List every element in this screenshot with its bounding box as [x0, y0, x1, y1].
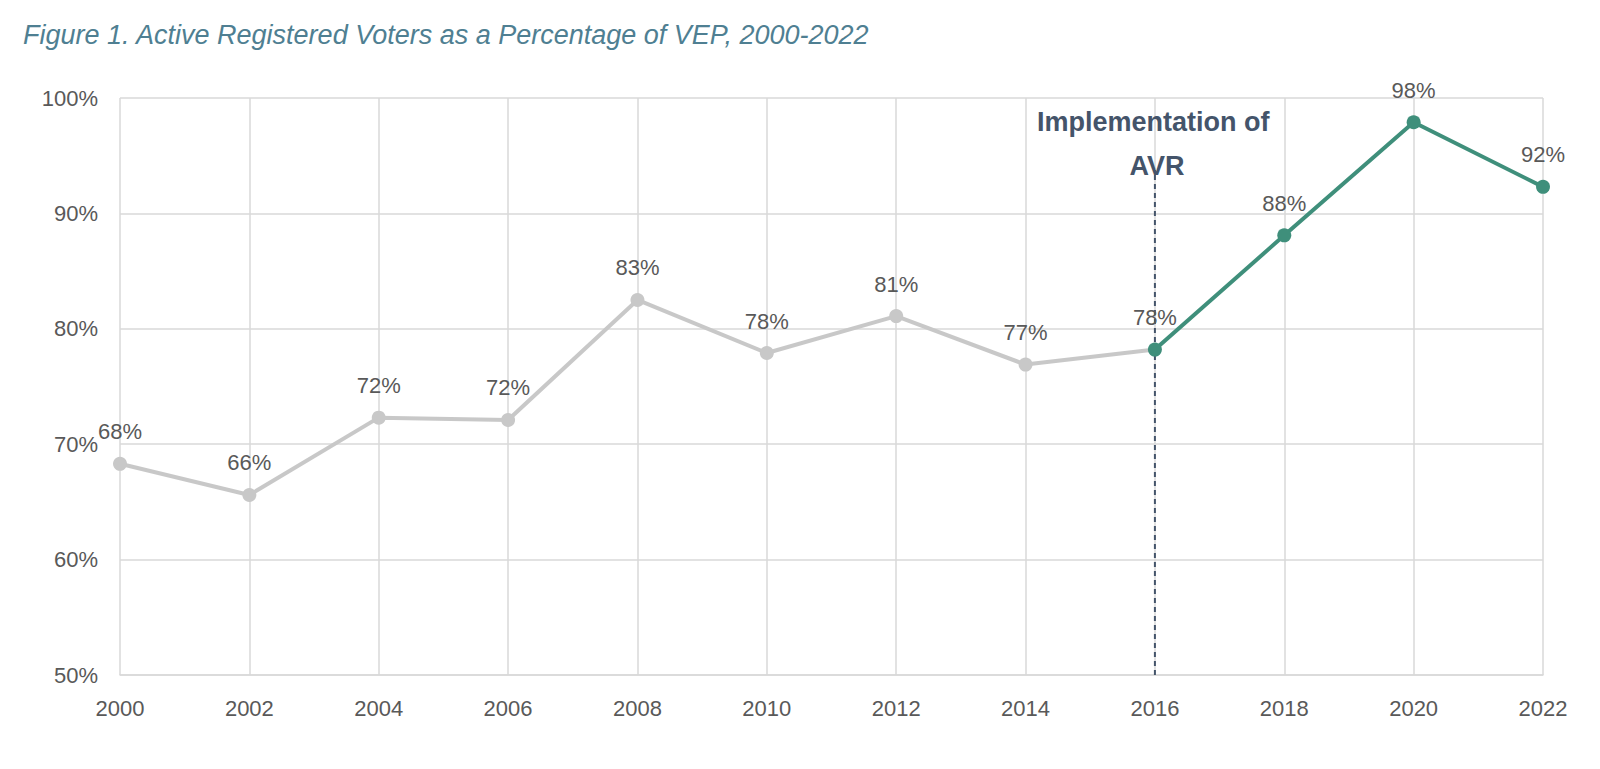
svg-text:78%: 78% [745, 309, 789, 334]
svg-text:AVR: AVR [1129, 151, 1184, 181]
svg-text:2000: 2000 [96, 696, 145, 721]
svg-text:83%: 83% [615, 255, 659, 280]
svg-text:2006: 2006 [484, 696, 533, 721]
svg-text:92%: 92% [1521, 142, 1565, 167]
svg-text:70%: 70% [54, 432, 98, 457]
svg-text:2002: 2002 [225, 696, 274, 721]
svg-text:90%: 90% [54, 201, 98, 226]
svg-text:2008: 2008 [613, 696, 662, 721]
svg-text:2004: 2004 [354, 696, 403, 721]
svg-text:80%: 80% [54, 316, 98, 341]
svg-text:66%: 66% [227, 450, 271, 475]
svg-text:98%: 98% [1392, 78, 1436, 103]
svg-text:72%: 72% [486, 375, 530, 400]
svg-text:Figure 1. Active Registered Vo: Figure 1. Active Registered Voters as a … [23, 20, 869, 50]
svg-text:2012: 2012 [872, 696, 921, 721]
svg-text:78%: 78% [1133, 305, 1177, 330]
svg-text:100%: 100% [42, 86, 98, 111]
svg-text:77%: 77% [1004, 320, 1048, 345]
svg-text:2018: 2018 [1260, 696, 1309, 721]
svg-text:2014: 2014 [1001, 696, 1050, 721]
svg-text:68%: 68% [98, 419, 142, 444]
svg-text:81%: 81% [874, 272, 918, 297]
svg-text:72%: 72% [357, 373, 401, 398]
svg-text:2016: 2016 [1130, 696, 1179, 721]
svg-text:50%: 50% [54, 663, 98, 688]
svg-text:60%: 60% [54, 547, 98, 572]
svg-text:Implementation of: Implementation of [1037, 107, 1277, 137]
svg-text:88%: 88% [1262, 191, 1306, 216]
svg-text:2020: 2020 [1389, 696, 1438, 721]
svg-text:2022: 2022 [1519, 696, 1568, 721]
svg-text:2010: 2010 [742, 696, 791, 721]
